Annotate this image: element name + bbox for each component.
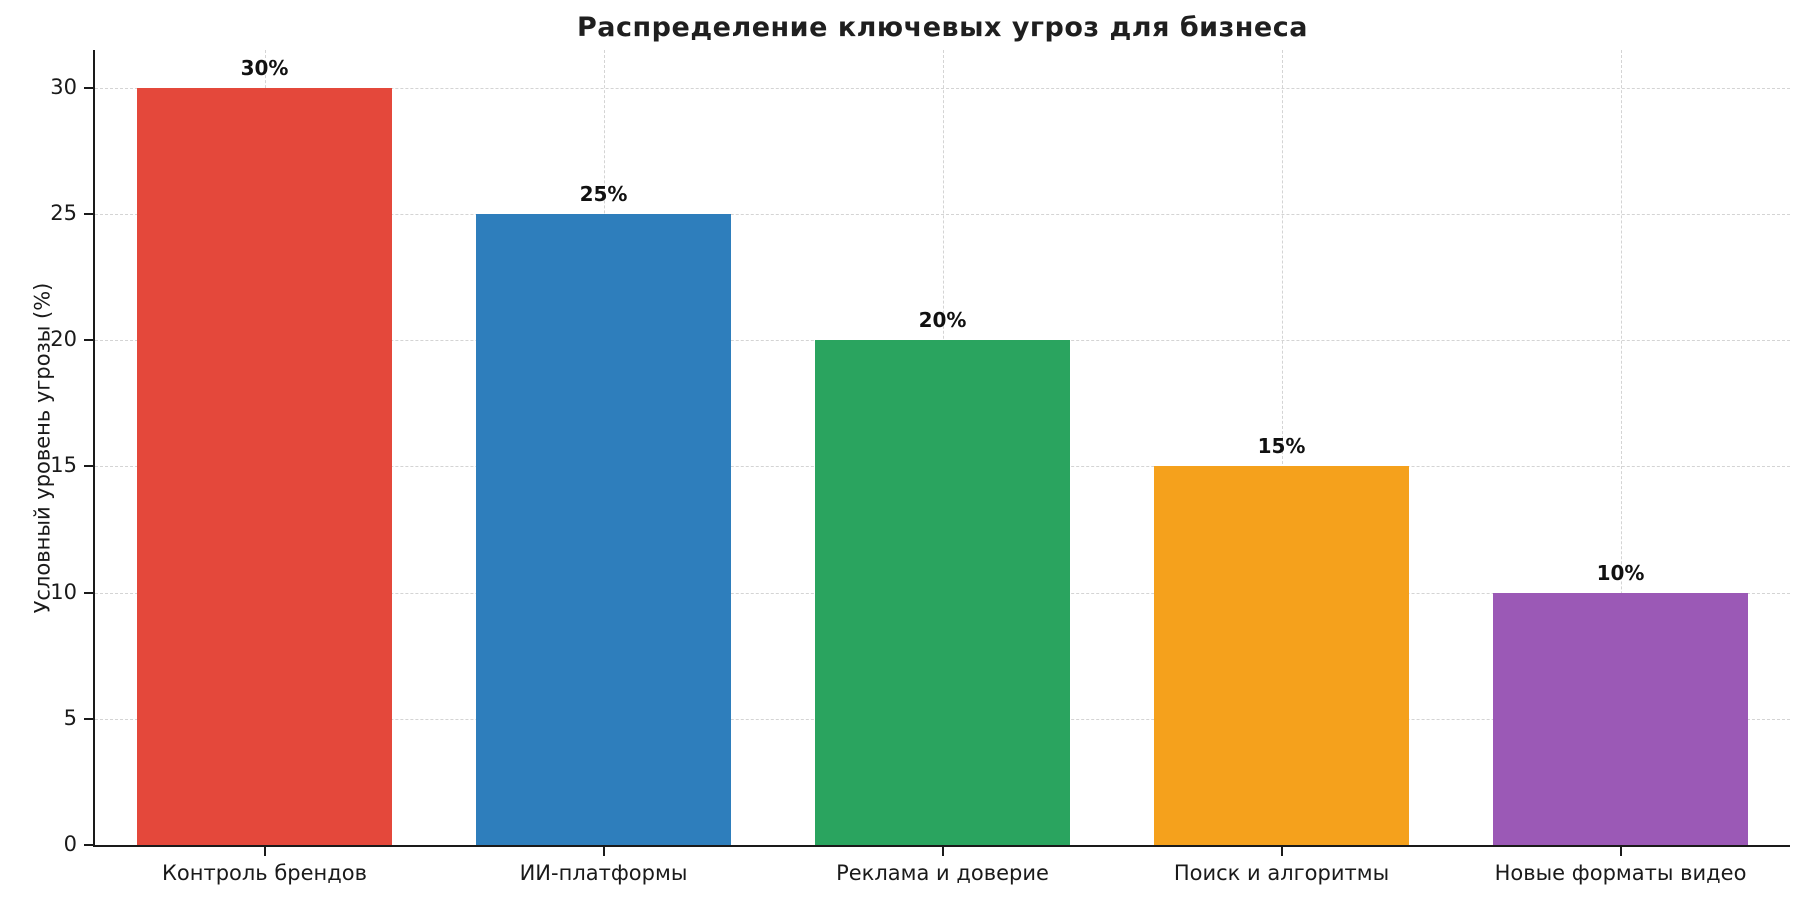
x-tickmark bbox=[1619, 847, 1622, 856]
y-tickmark bbox=[84, 465, 93, 468]
x-tick-label: ИИ-платформы bbox=[519, 861, 688, 885]
y-tickmark bbox=[84, 717, 93, 720]
vertical-gridline bbox=[1620, 50, 1622, 845]
bar-value-label: 20% bbox=[918, 308, 967, 333]
bar-value-label: 30% bbox=[240, 55, 289, 80]
y-tick-label: 10 bbox=[50, 579, 77, 604]
bar-value-label: 25% bbox=[579, 182, 628, 207]
x-tick-label: Контроль брендов bbox=[161, 861, 368, 885]
y-tickmark bbox=[84, 591, 93, 594]
bar-1 bbox=[476, 214, 731, 845]
x-tickmark bbox=[1280, 847, 1283, 856]
y-tickmark bbox=[84, 213, 93, 216]
y-tick-label: 15 bbox=[50, 453, 77, 478]
bar-value-label: 10% bbox=[1596, 560, 1645, 585]
bar-4 bbox=[1493, 592, 1748, 845]
y-tickmark bbox=[84, 86, 93, 89]
x-tickmark bbox=[263, 847, 266, 856]
x-tick-label: Новые форматы видео bbox=[1494, 861, 1747, 885]
y-tickmark bbox=[84, 844, 93, 846]
bar-value-label: 15% bbox=[1257, 434, 1306, 459]
x-axis-spine bbox=[93, 845, 1790, 847]
y-axis-spine bbox=[93, 50, 95, 847]
chart-title: Распределение ключевых угроз для бизнеса bbox=[577, 12, 1308, 43]
bar-0 bbox=[137, 87, 392, 845]
vertical-gridline bbox=[1281, 50, 1283, 845]
y-tickmark bbox=[84, 339, 93, 342]
y-tick-label: 20 bbox=[50, 327, 77, 352]
y-tick-label: 5 bbox=[63, 705, 77, 730]
y-tick-label: 0 bbox=[63, 832, 77, 856]
x-tickmark bbox=[941, 847, 944, 856]
x-tick-label: Поиск и алгоритмы bbox=[1173, 861, 1390, 885]
bar-3 bbox=[1154, 466, 1409, 845]
bar-2 bbox=[815, 340, 1070, 845]
x-tick-label: Реклама и доверие bbox=[836, 861, 1049, 885]
x-tickmark bbox=[602, 847, 605, 856]
y-tick-label: 30 bbox=[50, 74, 77, 99]
y-tick-label: 25 bbox=[50, 201, 77, 226]
